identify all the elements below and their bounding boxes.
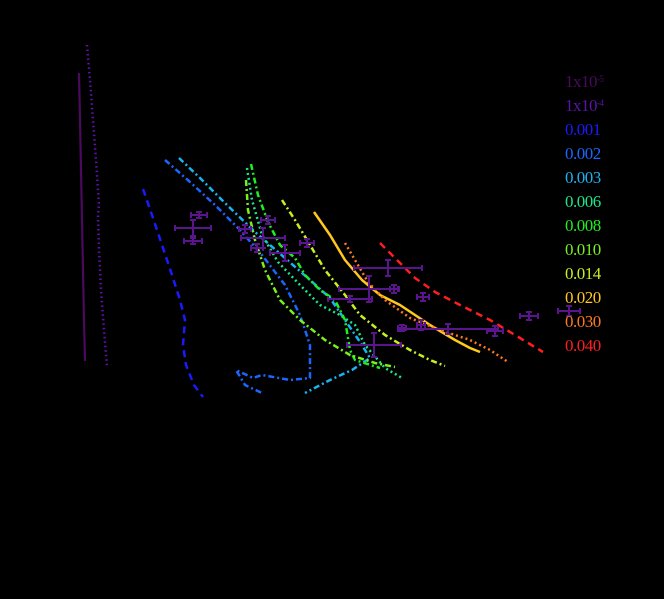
legend-label: 0.008 <box>565 216 601 235</box>
legend-item-1e-4: 1x10-4 <box>565 94 660 118</box>
series-curve-0.008 <box>249 163 381 370</box>
legend-label: 0.006 <box>565 192 601 211</box>
legend-label-base: 1x10 <box>565 96 598 115</box>
legend-label-exp: -5 <box>597 74 604 84</box>
series-curve-1x10^-4 <box>85 44 109 367</box>
errorbar-point <box>397 323 499 335</box>
legend-item-1e-5: 1x10-5 <box>565 70 660 94</box>
legend-item-0.040: 0.040 <box>565 334 660 358</box>
legend-item-0.030: 0.030 <box>565 310 660 334</box>
series-curve-0.014 <box>280 199 446 368</box>
errorbar-point <box>299 238 315 248</box>
legend-item-0.006: 0.006 <box>565 190 660 214</box>
legend-label: 0.020 <box>565 288 601 307</box>
series-curve-0.002 <box>164 159 312 395</box>
errorbar-point <box>269 244 301 262</box>
errorbar-point <box>557 305 581 317</box>
errorbar-point <box>519 311 539 321</box>
legend-item-0.001: 0.001 <box>565 118 660 142</box>
errorbar-point <box>250 243 264 253</box>
errorbar-point <box>260 215 276 225</box>
errorbar-point <box>174 219 212 237</box>
errorbar-point <box>183 237 203 245</box>
legend-item-0.010: 0.010 <box>565 238 660 262</box>
errorbar-point <box>346 332 402 358</box>
legend-item-0.008: 0.008 <box>565 214 660 238</box>
legend-label: 0.002 <box>565 144 601 163</box>
errorbar-point <box>416 292 430 302</box>
legend-item-0.003: 0.003 <box>565 166 660 190</box>
legend-label: 0.040 <box>565 336 601 355</box>
series-curve-1x10^-5 <box>77 72 87 362</box>
errorbar-point <box>238 224 252 234</box>
legend-item-0.020: 0.020 <box>565 286 660 310</box>
legend-item-0.002: 0.002 <box>565 142 660 166</box>
legend-label-base: 1x10 <box>565 72 598 91</box>
legend-label: 0.010 <box>565 240 601 259</box>
errorbar-point <box>327 295 373 303</box>
data-points-errorbars <box>174 211 581 358</box>
legend: 1x10-5 1x10-4 0.001 0.002 0.003 0.006 0.… <box>565 70 660 358</box>
legend-item-0.014: 0.014 <box>565 262 660 286</box>
errorbar-point <box>353 259 423 277</box>
series-curves <box>77 44 544 398</box>
legend-label: 0.014 <box>565 264 601 283</box>
series-curve-0.001 <box>141 188 204 398</box>
series-curve-0.006 <box>245 167 403 380</box>
series-curve-0.040 <box>379 242 544 354</box>
errorbar-point <box>486 325 504 337</box>
legend-label-exp: -4 <box>597 98 604 108</box>
series-curve-0.020 <box>312 211 481 354</box>
series-curve-0.010 <box>244 179 396 369</box>
series-curve-0.030 <box>343 242 509 364</box>
errorbar-point <box>190 211 208 219</box>
legend-label: 0.003 <box>565 168 601 187</box>
errorbar-point <box>389 284 399 294</box>
legend-label: 0.030 <box>565 312 601 331</box>
legend-label: 0.001 <box>565 120 601 139</box>
